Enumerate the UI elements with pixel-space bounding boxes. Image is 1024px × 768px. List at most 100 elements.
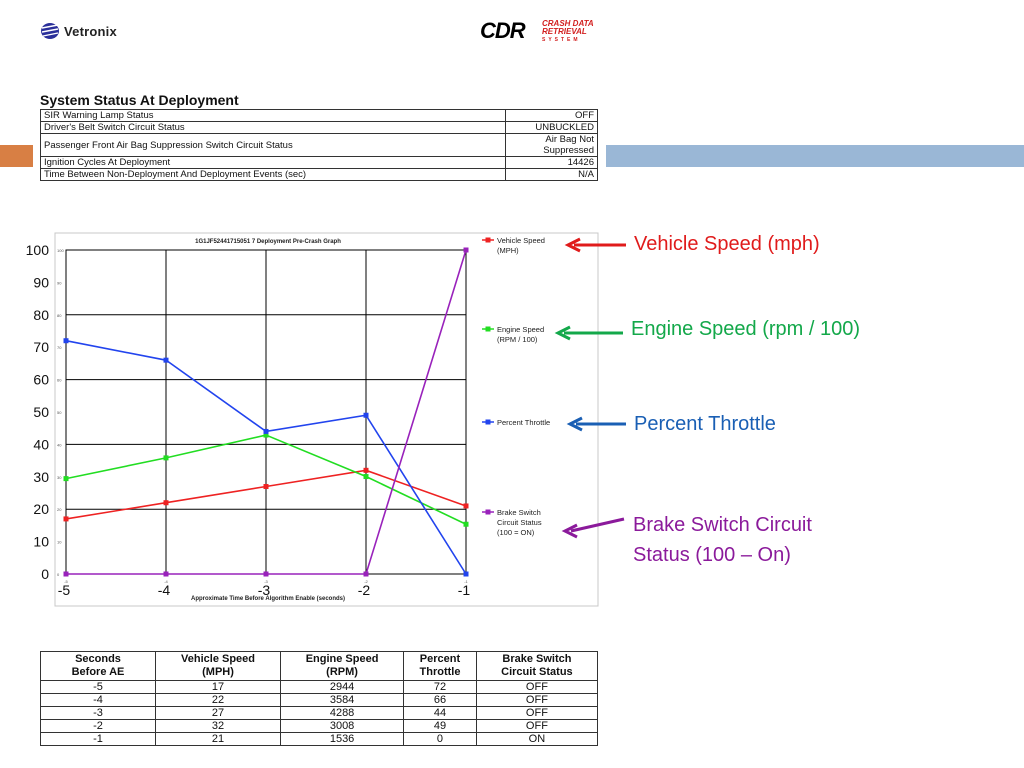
legend-label: Brake Switch (497, 508, 541, 517)
data-point (463, 503, 469, 509)
status-value: 14426 (505, 156, 598, 169)
legend-label: Engine Speed (497, 325, 544, 334)
y-tick-label: 90 (33, 274, 49, 290)
table-cell: 17 (154, 680, 282, 694)
y-tick-label-small: 70 (57, 345, 62, 350)
accent-bar-left (0, 145, 33, 167)
legend-label: (MPH) (497, 246, 519, 255)
status-title: System Status At Deployment (40, 92, 239, 108)
cdr-logo-line1: CRASH DATA (542, 19, 594, 28)
y-tick-label: 70 (33, 339, 49, 355)
x-axis-ticks: -5-5-4-4-3-3-2-2-1-1 (58, 579, 471, 598)
table-cell: 2944 (280, 680, 405, 694)
y-tick-label-small: 10 (57, 540, 62, 545)
table-row: -4 22 3584 66 OFF (40, 693, 599, 707)
data-point (463, 247, 469, 253)
status-row: SIR Warning Lamp Status OFF (40, 109, 598, 122)
table-row: -5 17 2944 72 OFF (40, 680, 599, 694)
y-tick-label: 80 (33, 307, 49, 323)
annotation-line: Engine Speed (rpm / 100) (631, 318, 861, 340)
y-tick-label-small: 20 (57, 507, 62, 512)
accent-bar-right (606, 145, 1024, 167)
table-cell: 21 (154, 732, 282, 746)
y-tick-label: 30 (33, 469, 49, 485)
table-cell: 32 (154, 719, 282, 733)
data-point (263, 428, 269, 434)
table-cell: OFF (475, 719, 599, 733)
legend-label: (RPM / 100) (497, 335, 538, 344)
y-tick-label-small: 50 (57, 410, 62, 415)
table-cell: -3 (40, 706, 156, 720)
status-value: UNBUCKLED (505, 121, 598, 134)
table-cell: 22 (154, 693, 282, 707)
chart-series (63, 247, 469, 577)
table-cell: OFF (475, 706, 599, 720)
data-point (263, 571, 269, 577)
data-point (63, 516, 69, 522)
y-tick-label-small: 30 (57, 475, 62, 480)
data-point (363, 571, 369, 577)
data-point (363, 474, 369, 480)
annotation-arrow-shaft (570, 517, 625, 533)
data-point (463, 521, 469, 527)
data-point (263, 432, 269, 438)
y-tick-label-small: 0 (57, 572, 60, 577)
y-tick-label: 20 (33, 501, 49, 517)
data-point (263, 484, 269, 490)
status-row: Passenger Front Air Bag Suppression Swit… (40, 133, 598, 157)
x-axis-label: Approximate Time Before Algorithm Enable… (191, 596, 345, 602)
table-cell: 4288 (280, 706, 405, 720)
table-cell: 49 (403, 719, 477, 733)
status-label: Ignition Cycles At Deployment (40, 156, 506, 169)
legend-label: Vehicle Speed (497, 236, 545, 245)
cdr-logo-line3: SYSTEM (542, 37, 581, 43)
x-tick-label-small: -1 (464, 579, 468, 584)
annotation-line: Status (100 – On) (633, 544, 791, 566)
status-value: N/A (505, 168, 598, 181)
x-tick-label: -1 (458, 582, 471, 598)
legend-marker (485, 509, 491, 515)
y-tick-label-small: 40 (57, 442, 62, 447)
legend-label: (100 = ON) (497, 528, 535, 537)
annotation-arrow-head (566, 416, 583, 432)
table-header: Seconds Before AE (40, 651, 156, 681)
y-tick-label-small: 90 (57, 280, 62, 285)
chart-title: 1G1JF52441715051 7 Deployment Pre-Crash … (195, 239, 341, 245)
status-label: Driver's Belt Switch Circuit Status (40, 121, 506, 134)
table-cell: OFF (475, 680, 599, 694)
table-cell: 44 (403, 706, 477, 720)
legend-marker (485, 419, 491, 425)
status-row: Time Between Non-Deployment And Deployme… (40, 168, 598, 181)
pre-crash-chart: 1G1JF52441715051 7 Deployment Pre-Crash … (26, 232, 626, 607)
status-table: SIR Warning Lamp Status OFF Driver's Bel… (40, 109, 598, 181)
vetronix-globe-icon (41, 23, 59, 39)
cdr-logo: CDR CRASH DATA RETRIEVAL SYSTEM (480, 18, 615, 44)
data-point (63, 476, 69, 482)
legend-marker (485, 326, 491, 332)
status-label: SIR Warning Lamp Status (40, 109, 506, 122)
table-cell: -2 (40, 719, 156, 733)
legend-marker (485, 237, 491, 243)
table-cell: 27 (154, 706, 282, 720)
annotation-arrow-head (554, 325, 571, 341)
data-point (163, 500, 169, 506)
annotation-arrow-head (561, 523, 578, 539)
table-cell: 1536 (280, 732, 405, 746)
table-header: Engine Speed (RPM) (280, 651, 405, 681)
annotation-engine-speed: Engine Speed (rpm / 100) (631, 314, 860, 344)
x-tick-label: -4 (158, 582, 171, 598)
table-cell: 0 (403, 732, 477, 746)
table-header-row: Seconds Before AE Vehicle Speed (MPH) Engi… (40, 651, 599, 681)
y-tick-label: 60 (33, 372, 49, 388)
table-row: -2 32 3008 49 OFF (40, 719, 599, 733)
cdr-logo-text: CDR (480, 18, 526, 43)
status-label: Time Between Non-Deployment And Deployme… (40, 168, 506, 181)
y-tick-label-small: 80 (57, 313, 62, 318)
chart-frame (54, 232, 599, 607)
y-tick-label-small: 60 (57, 378, 62, 383)
table-header: Brake Switch Circuit Status (475, 651, 599, 681)
table-cell: -5 (40, 680, 156, 694)
y-axis-ticks: 0 0 10 10 20 20 30 30 40 40 50 50 60 60 70 70 80 80 90 90 10… (26, 242, 65, 582)
y-tick-label: 40 (33, 436, 49, 452)
table-cell: ON (475, 732, 599, 746)
